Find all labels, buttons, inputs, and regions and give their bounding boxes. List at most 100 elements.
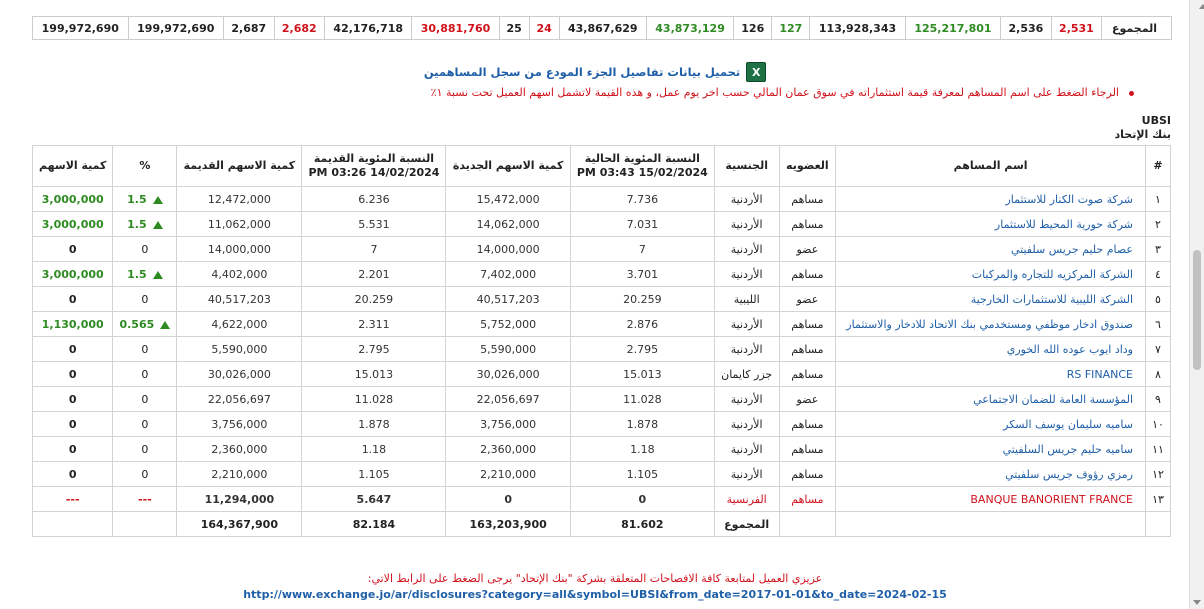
old-pct-cell: 2.311 xyxy=(301,311,447,337)
col-header-old-shares: كمية الاسهم القديمة xyxy=(176,145,303,187)
table-body: ١ شركة صوت الكنار للاستثمار مساهم الأردنية 7… xyxy=(31,186,1171,537)
change-qty-cell: 3,000,000 xyxy=(31,211,114,237)
summary-cell: 30,881,760 xyxy=(411,16,500,40)
change-qty-cell: 3,000,000 xyxy=(31,261,114,287)
old-shares-cell: 2,360,000 xyxy=(176,436,303,462)
old-shares-cell: 30,026,000 xyxy=(176,361,303,387)
up-arrow-icon xyxy=(152,195,163,204)
excel-download-link[interactable]: تحميل بيانات تفاصيل الجزء المودع من سجل … xyxy=(423,65,741,79)
old-shares-cell: 11,294,000 xyxy=(176,486,303,512)
table-row: ١٣ BANQUE BANORIENT FRANCE مساهم الفرنسية 0 0… xyxy=(31,486,1171,512)
shareholder-name-link[interactable]: BANQUE BANORIENT FRANCE xyxy=(835,486,1146,512)
vertical-scrollbar[interactable] xyxy=(1189,0,1204,609)
old-pct-cell: 5.647 xyxy=(301,486,447,512)
summary-cell: 199,972,690 xyxy=(127,16,225,40)
membership-cell: عضو xyxy=(778,236,837,262)
shareholder-name-link[interactable]: الشركة المركزيه للتجاره والمركبات xyxy=(835,261,1146,287)
old-pct-cell: 1.18 xyxy=(301,436,447,462)
table-row: ١١ ساميه حليم جريس السلفيتي مساهم الأردنية 1… xyxy=(31,436,1171,462)
current-pct-cell: 20.259 xyxy=(569,286,715,312)
row-number: ٣ xyxy=(1145,236,1171,262)
nationality-cell: الأردنية xyxy=(713,311,780,337)
membership-cell: مساهم xyxy=(778,361,837,387)
table-header-row: # اسم المساهم العضويه الجنسية النسبة الم… xyxy=(31,145,1171,187)
disclosure-link[interactable]: http://www.exchange.jo/ar/disclosures?ca… xyxy=(243,588,947,601)
change-qty-cell: 0 xyxy=(31,286,114,312)
shareholder-name-link[interactable]: عصام حليم جريس سلفيتي xyxy=(835,236,1146,262)
change-pct-value: 0.565 xyxy=(119,317,155,331)
change-qty-cell: 0 xyxy=(31,411,114,437)
new-shares-cell: 14,000,000 xyxy=(445,236,571,262)
old-shares-cell: 12,472,000 xyxy=(176,186,303,212)
change-pct-cell: 0 xyxy=(112,361,178,387)
row-number: ٩ xyxy=(1145,386,1171,412)
shareholder-name-link[interactable]: صندوق ادخار موظفي ومستخدمي بنك الاتحاد ل… xyxy=(835,311,1146,337)
up-arrow-icon xyxy=(152,270,163,279)
old-shares-cell: 11,062,000 xyxy=(176,211,303,237)
shareholder-name-link[interactable]: شركة حورية المحيط للاستثمار xyxy=(835,211,1146,237)
summary-table: المجموع 2,531 2,536 125,217,801 113,928,343… xyxy=(32,16,1172,40)
table-total-row: المجموع 81.602 163,203,900 82.184 164,367,90… xyxy=(31,511,1171,537)
old-pct-cell: 15.013 xyxy=(301,361,447,387)
disclosure-note: عزيزي العميل لمتابعة كافة الافصاحات المت… xyxy=(367,572,823,585)
change-qty-cell: 0 xyxy=(31,436,114,462)
excel-icon[interactable]: X xyxy=(746,62,767,82)
summary-cell: 42,176,718 xyxy=(324,16,413,40)
shareholder-name-link[interactable]: رمزي رؤوف جريس سلفيتي xyxy=(835,461,1146,487)
excel-download[interactable]: X تحميل بيانات تفاصيل الجزء المودع من سج… xyxy=(0,62,1190,82)
old-shares-cell: 4,402,000 xyxy=(176,261,303,287)
row-number: ٢ xyxy=(1145,211,1171,237)
scrollbar-thumb[interactable] xyxy=(1193,250,1201,370)
shareholder-name-link[interactable]: شركة صوت الكنار للاستثمار xyxy=(835,186,1146,212)
old-pct-cell: 6.236 xyxy=(301,186,447,212)
shareholder-name-link[interactable]: ساميه حليم جريس السلفيتي xyxy=(835,436,1146,462)
new-shares-cell: 2,360,000 xyxy=(445,436,571,462)
scroll-up-icon[interactable] xyxy=(1199,4,1204,9)
row-number: ١ xyxy=(1145,186,1171,212)
row-number: ١٣ xyxy=(1145,486,1171,512)
summary-cell: 2,682 xyxy=(273,16,326,40)
table-row: ٤ الشركة المركزيه للتجاره والمركبات مساهم ا… xyxy=(31,261,1171,287)
membership-cell: مساهم xyxy=(778,186,837,212)
membership-cell: مساهم xyxy=(778,336,837,362)
col-header-num: # xyxy=(1145,145,1171,187)
membership-cell: مساهم xyxy=(778,261,837,287)
summary-cell: 2,687 xyxy=(223,16,275,40)
summary-cell: 25 xyxy=(498,16,530,40)
change-pct-cell: 0 xyxy=(112,386,178,412)
old-pct-cell: 2.795 xyxy=(301,336,447,362)
row-number: ١٠ xyxy=(1145,411,1171,437)
shareholders-table: # اسم المساهم العضويه الجنسية النسبة الم… xyxy=(31,145,1171,537)
change-pct-cell: 0 xyxy=(112,336,178,362)
change-pct-cell: 0.565 xyxy=(112,311,178,337)
change-qty-cell: 0 xyxy=(31,336,114,362)
shareholder-name-link[interactable]: وداد ايوب عوده الله الخوري xyxy=(835,336,1146,362)
change-pct-cell: 0 xyxy=(112,286,178,312)
table-row: ١٢ رمزي رؤوف جريس سلفيتي مساهم الأردنية 1.10… xyxy=(31,461,1171,487)
total-empty xyxy=(835,511,1146,537)
row-number: ٤ xyxy=(1145,261,1171,287)
table-row: ١ شركة صوت الكنار للاستثمار مساهم الأردنية 7… xyxy=(31,186,1171,212)
row-number: ٥ xyxy=(1145,286,1171,312)
current-pct-cell: 7 xyxy=(569,236,715,262)
change-pct-value: 1.5 xyxy=(127,217,147,231)
table-row: ٨ RS FINANCE مساهم جزر كايمان 15.013 30,026,0… xyxy=(31,361,1171,387)
shareholder-name-link[interactable]: المؤسسة العامة للضمان الاجتماعي xyxy=(835,386,1146,412)
new-shares-cell: 3,756,000 xyxy=(445,411,571,437)
nationality-cell: الأردنية xyxy=(713,436,780,462)
table-row: ٢ شركة حورية المحيط للاستثمار مساهم الأردني… xyxy=(31,211,1171,237)
shareholder-name-link[interactable]: الشركة الليبية للاستثمارات الخارجية xyxy=(835,286,1146,312)
scroll-down-icon[interactable] xyxy=(1193,600,1201,605)
new-shares-cell: 2,210,000 xyxy=(445,461,571,487)
shareholder-name-link[interactable]: ساميه سليمان يوسف السكر xyxy=(835,411,1146,437)
change-qty-cell: 0 xyxy=(31,386,114,412)
change-pct-value: 0 xyxy=(141,242,149,256)
old-pct-cell: 7 xyxy=(301,236,447,262)
old-pct-cell: 11.028 xyxy=(301,386,447,412)
summary-cell: 43,873,129 xyxy=(645,16,735,40)
shareholder-name-link[interactable]: RS FINANCE xyxy=(835,361,1146,387)
old-shares-cell: 4,622,000 xyxy=(176,311,303,337)
change-pct-cell: 1.5 xyxy=(112,186,178,212)
current-pct-cell: 2.795 xyxy=(569,336,715,362)
summary-cell: 2,531 xyxy=(1050,16,1103,40)
